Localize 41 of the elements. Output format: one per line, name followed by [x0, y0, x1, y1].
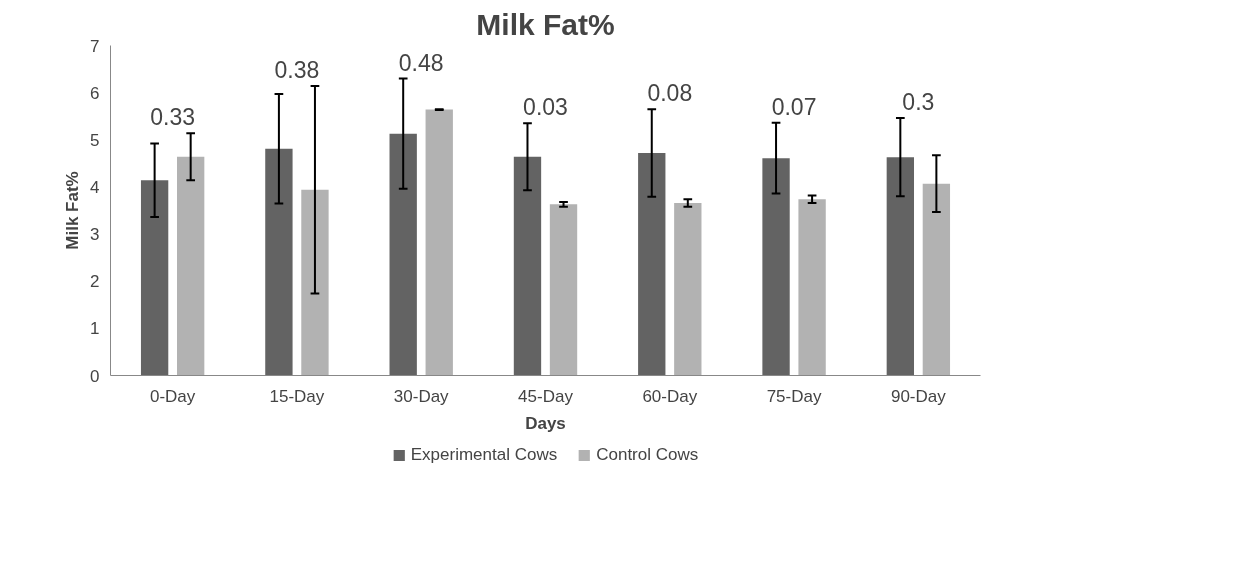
- bar: [762, 158, 790, 376]
- x-tick-label: 60-Day: [642, 386, 698, 406]
- annotation: 0.03: [523, 94, 568, 121]
- annotation: 0.38: [274, 57, 320, 84]
- y-tick-label: 0: [90, 366, 100, 386]
- annotation: 0.08: [647, 80, 693, 107]
- chart-title: Milk Fat%: [476, 7, 615, 41]
- bar: [425, 109, 453, 376]
- x-tick-label: 0-Day: [149, 386, 196, 406]
- y-tick-label: 4: [90, 177, 100, 197]
- y-tick-label: 7: [90, 36, 100, 56]
- annotation: 0.07: [771, 93, 817, 120]
- bar: [886, 157, 915, 376]
- annotation: 0.3: [902, 89, 935, 116]
- bar: [389, 133, 417, 376]
- x-tick-label: 75-Day: [766, 386, 822, 406]
- y-tick-label: 5: [90, 130, 100, 150]
- bar: [674, 202, 702, 376]
- bar: [638, 152, 666, 376]
- x-tick-label: 45-Day: [518, 386, 574, 406]
- y-tick-label: 3: [90, 225, 100, 245]
- bar: [549, 204, 578, 376]
- bar: [513, 156, 542, 376]
- x-tick-label: 15-Day: [269, 386, 325, 406]
- bar: [301, 189, 329, 376]
- legend-label: Control Cows: [596, 445, 699, 465]
- bar: [140, 180, 169, 376]
- x-tick-label: 90-Day: [890, 386, 947, 406]
- bar: [922, 183, 951, 376]
- bar: [798, 199, 826, 376]
- bar: [265, 148, 293, 376]
- x-tick-label: 30-Day: [393, 386, 450, 406]
- annotation: 0.33: [150, 104, 196, 131]
- y-tick-label: 6: [90, 83, 100, 103]
- x-axis-title: Days: [525, 413, 566, 433]
- y-tick-label: 1: [90, 319, 100, 339]
- bar: [176, 156, 205, 376]
- legend-label: Experimental Cows: [410, 445, 558, 465]
- y-tick-label: 2: [90, 272, 100, 292]
- y-axis-title: Milk Fat%: [63, 171, 83, 250]
- annotation: 0.48: [398, 49, 444, 76]
